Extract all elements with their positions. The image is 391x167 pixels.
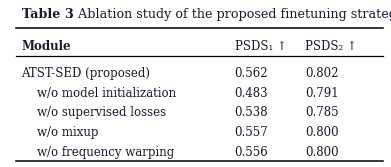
Text: PSDS₂ ↑: PSDS₂ ↑ — [305, 40, 357, 53]
Text: ATST-SED (proposed): ATST-SED (proposed) — [22, 67, 151, 80]
Text: 0.557: 0.557 — [235, 126, 268, 139]
Text: w/o model initialization: w/o model initialization — [22, 87, 176, 100]
Text: 0.791: 0.791 — [305, 87, 339, 100]
Text: w/o frequency warping: w/o frequency warping — [22, 146, 174, 159]
Text: 0.785: 0.785 — [305, 106, 339, 119]
Text: 0.538: 0.538 — [235, 106, 268, 119]
Text: 0.483: 0.483 — [235, 87, 268, 100]
Text: PSDS₁ ↑: PSDS₁ ↑ — [235, 40, 287, 53]
Text: 0.800: 0.800 — [305, 126, 339, 139]
Text: Module: Module — [22, 40, 71, 53]
Text: .: . — [69, 8, 74, 21]
Text: Ablation study of the proposed finetuning strategy.: Ablation study of the proposed finetunin… — [74, 8, 391, 21]
Text: w/o supervised losses: w/o supervised losses — [22, 106, 166, 119]
Text: 0.800: 0.800 — [305, 146, 339, 159]
Text: 0.562: 0.562 — [235, 67, 268, 80]
Text: 0.802: 0.802 — [305, 67, 339, 80]
Text: 0.556: 0.556 — [235, 146, 268, 159]
Text: Table 3: Table 3 — [22, 8, 73, 21]
Text: w/o mixup: w/o mixup — [22, 126, 98, 139]
